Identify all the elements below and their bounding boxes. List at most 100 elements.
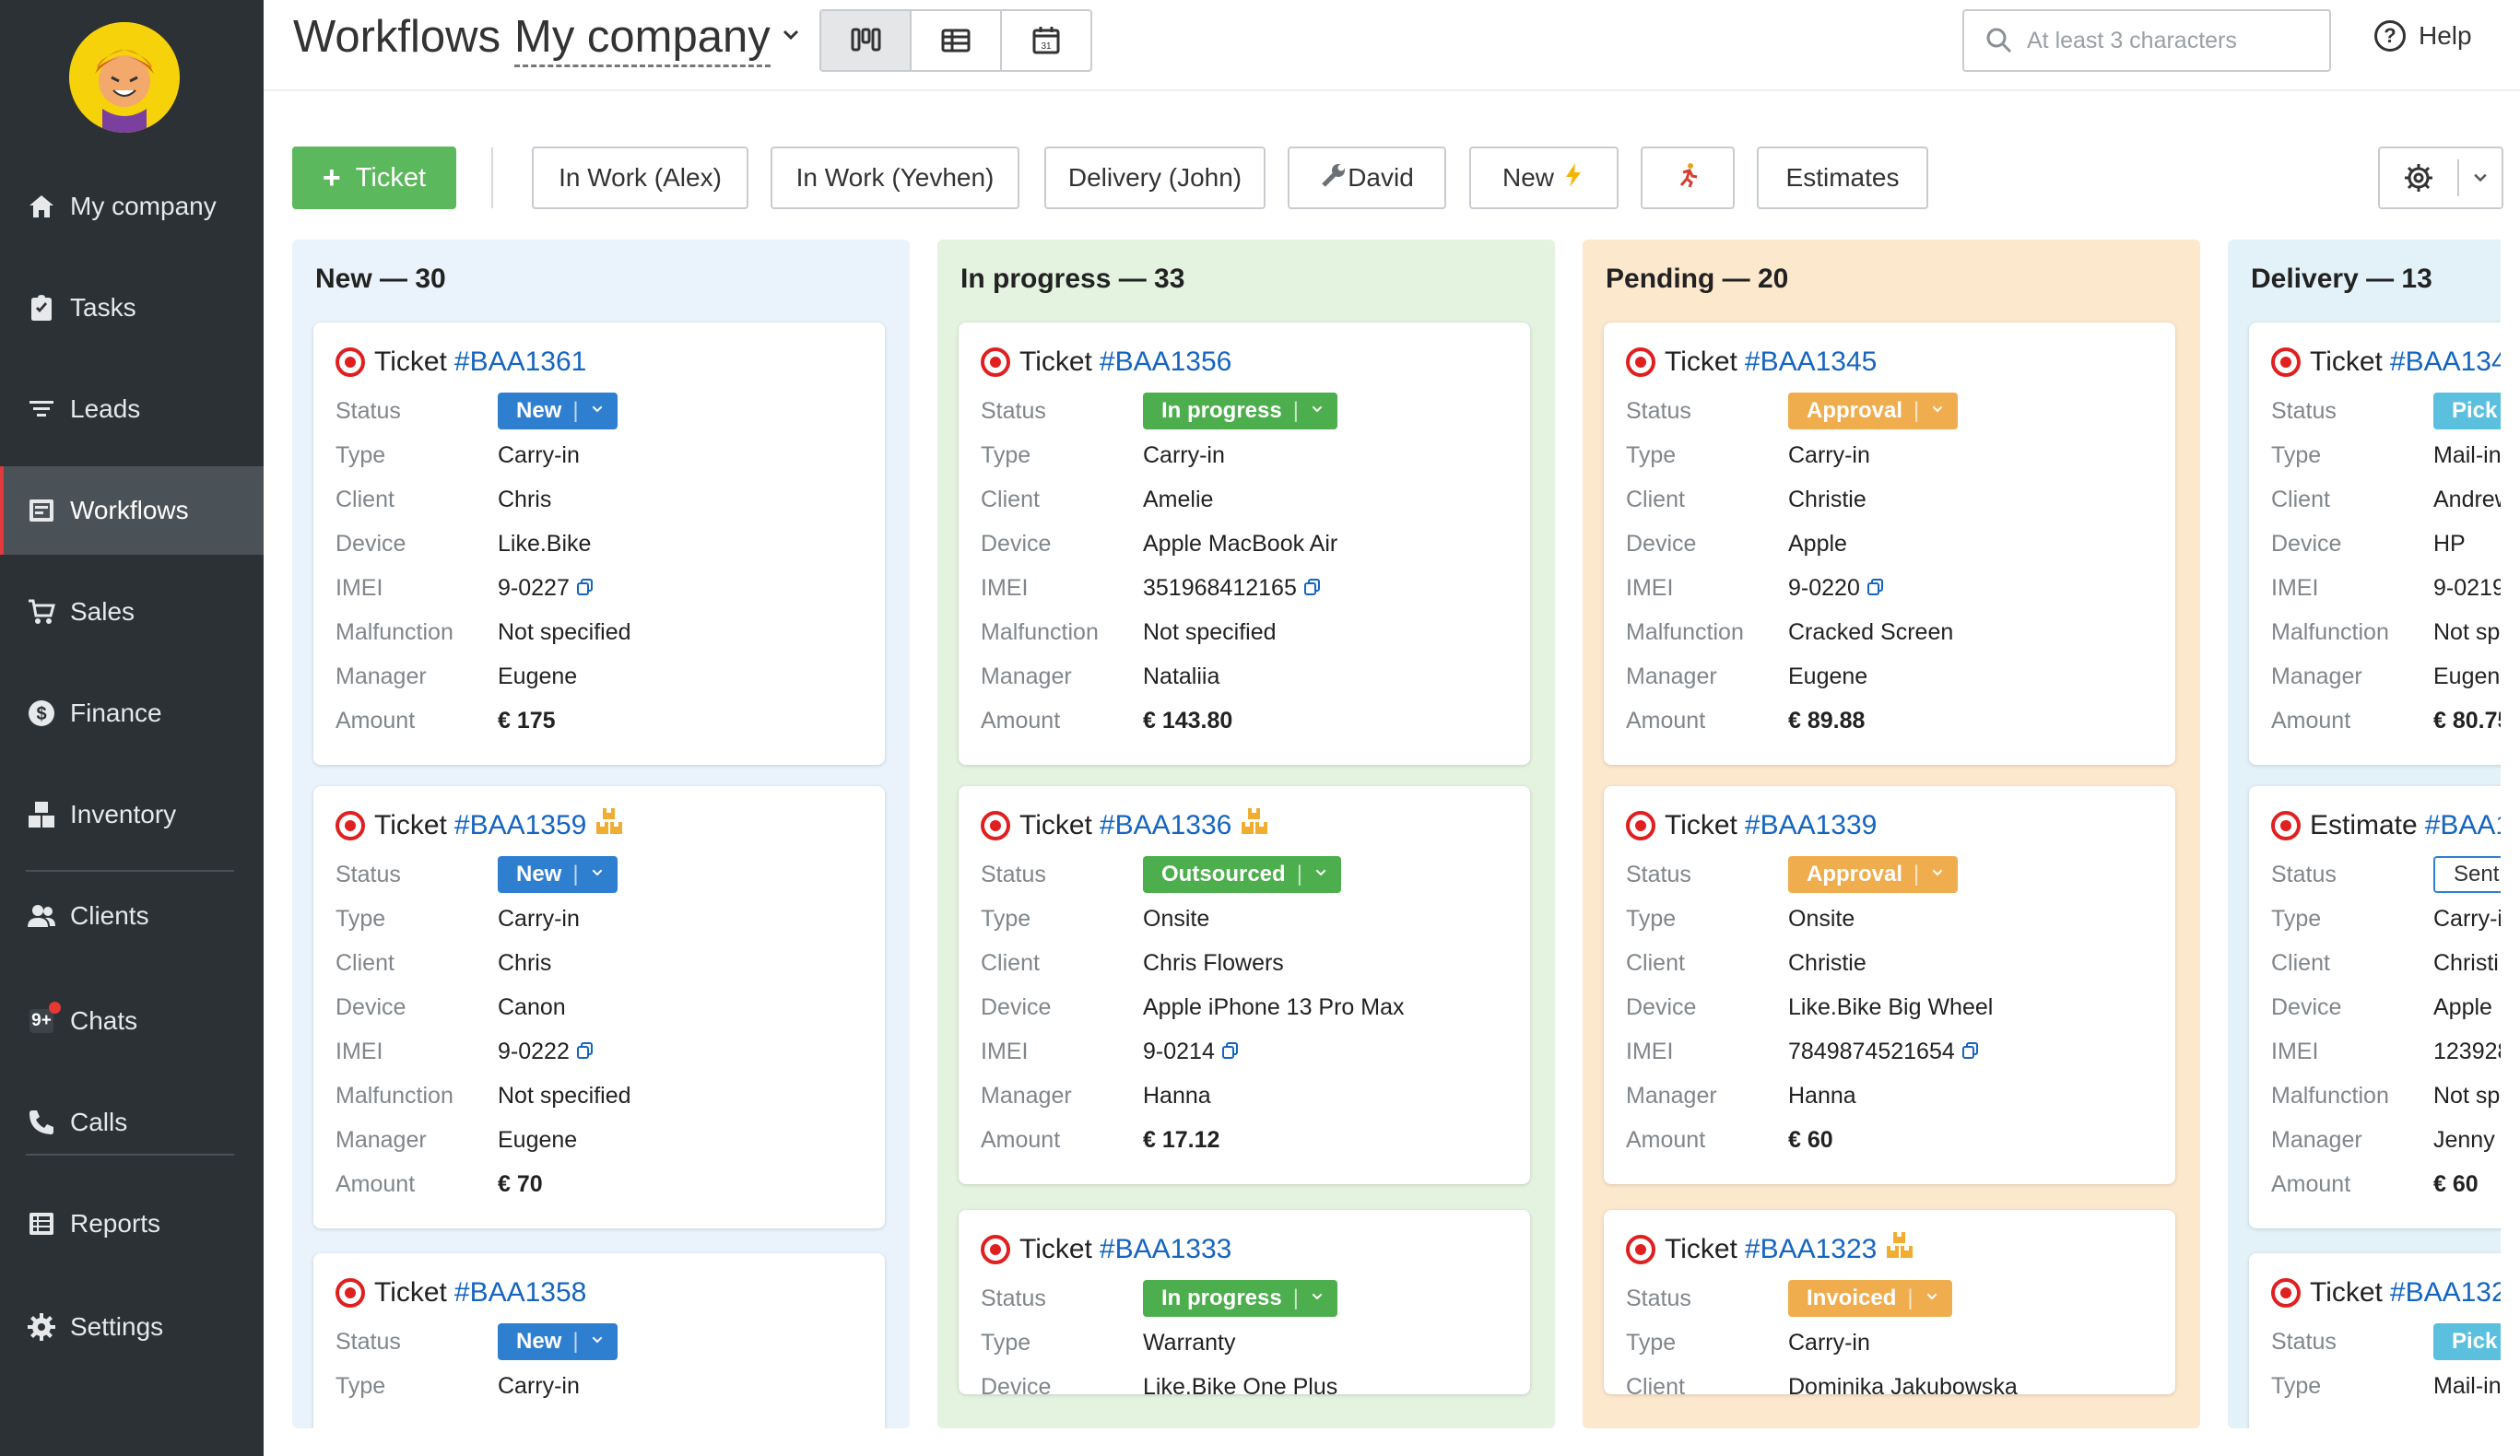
copy-icon[interactable] <box>570 575 594 602</box>
ticket-card[interactable]: Ticket #BAA1333 Status In progress | Type Warr… <box>959 1210 1530 1400</box>
field-label: Client <box>336 949 394 976</box>
ticket-id-link[interactable]: #BAA1361 <box>453 346 587 377</box>
filter-label: David <box>1348 163 1414 192</box>
ticket-card[interactable]: Ticket #BAA132 Status Pick Type Mail-in <box>2249 1253 2501 1428</box>
status-dropdown[interactable]: Approval | <box>1788 393 1959 429</box>
sidebar-item-settings[interactable]: Settings <box>0 1283 264 1371</box>
sidebar-item-leads[interactable]: Leads <box>0 365 264 453</box>
status-dropdown[interactable]: New | <box>498 1323 618 1360</box>
copy-icon[interactable] <box>570 1039 594 1065</box>
sidebar-item-reports[interactable]: Reports <box>0 1180 264 1268</box>
filter-in-work-yevhen-button[interactable]: In Work (Yevhen) <box>771 147 1019 209</box>
filter-new-button[interactable]: New <box>1469 147 1619 209</box>
chevron-down-icon <box>1310 1289 1325 1309</box>
field-label: Amount <box>981 1126 1061 1153</box>
chevron-down-icon[interactable] <box>780 24 802 46</box>
ticket-id-link[interactable]: #BAA1359 <box>453 810 587 840</box>
status-row: Status Outsourced | <box>981 852 1508 897</box>
amount-row: Amount € 143.80 <box>981 699 1508 743</box>
board-settings-button[interactable] <box>2378 147 2503 209</box>
sidebar-item-workflows[interactable]: Workflows <box>0 466 264 555</box>
copy-icon[interactable] <box>1215 1039 1239 1065</box>
status-dropdown[interactable]: Pick <box>2433 393 2501 429</box>
ticket-card[interactable]: Ticket #BAA1323 Status Invoiced | Type Carry-i… <box>1604 1210 2175 1400</box>
copy-icon[interactable] <box>1860 575 1884 602</box>
status-dropdown[interactable]: Sent <box>2433 856 2501 893</box>
amount-row: Amount € 60 <box>2271 1162 2501 1206</box>
ticket-card[interactable]: Ticket #BAA134 Status Pick Type Mail-in Client… <box>2249 323 2501 765</box>
sidebar-item-calls[interactable]: Calls <box>0 1078 264 1167</box>
ticket-id-link[interactable]: #BAA1336 <box>1099 810 1232 840</box>
ticket-id-link[interactable]: #BAA134 <box>2389 346 2501 377</box>
ticket-card[interactable]: Ticket #BAA1359 Status New | Type Carry-in Clie… <box>313 786 885 1228</box>
parts-boxes-icon <box>1231 806 1270 845</box>
status-dropdown[interactable]: Outsourced | <box>1143 856 1341 893</box>
filter-in-work-alex-button[interactable]: In Work (Alex) <box>532 147 748 209</box>
ticket-id-link[interactable]: #BAA132 <box>2389 1277 2501 1308</box>
sidebar-item-sales[interactable]: Sales <box>0 568 264 656</box>
sidebar-item-finance[interactable]: $ Finance <box>0 669 264 757</box>
amount-row: Amount € 80.75 <box>2271 699 2501 743</box>
type-value: Onsite <box>1143 905 1210 932</box>
sidebar-item-my-company[interactable]: My company <box>0 162 264 251</box>
card-kind: Ticket <box>1665 1234 1737 1264</box>
type-value: Carry-in <box>1788 441 1870 468</box>
help-button[interactable]: ? Help <box>2374 20 2472 52</box>
status-dropdown[interactable]: Approval | <box>1788 856 1959 893</box>
ticket-card[interactable]: Ticket #BAA1356 Status In progress | Type Carr… <box>959 323 1530 765</box>
status-dropdown[interactable]: Pick <box>2433 1323 2501 1360</box>
filter-delivery-john-button[interactable]: Delivery (John) <box>1044 147 1266 209</box>
ticket-id-link[interactable]: #BAA1 <box>2424 810 2501 840</box>
malfunction-row: Malfunction Not specified <box>981 610 1508 654</box>
company-logo-avatar[interactable] <box>69 22 180 133</box>
search-input[interactable] <box>2027 27 2322 54</box>
copy-icon[interactable] <box>1955 1039 1979 1065</box>
status-dropdown[interactable]: New | <box>498 393 618 429</box>
sidebar-item-inventory[interactable]: Inventory <box>0 770 264 859</box>
ticket-id-link[interactable]: #BAA1345 <box>1744 346 1878 377</box>
field-label: Client <box>2271 486 2330 512</box>
estimate-card[interactable]: Estimate#BAA1 Status Sent Type Carry-i Client… <box>2249 786 2501 1228</box>
status-dropdown[interactable]: In progress | <box>1143 393 1337 429</box>
manager-row: Manager Hanna <box>1626 1074 2153 1118</box>
kanban-view-button[interactable] <box>821 11 912 70</box>
table-view-button[interactable] <box>912 11 1002 70</box>
sidebar-item-tasks[interactable]: Tasks <box>0 264 264 352</box>
field-label: Status <box>336 1328 401 1355</box>
chat-icon: 9+ <box>26 1002 61 1037</box>
sidebar-item-chats[interactable]: 9+ Chats <box>0 977 264 1065</box>
field-label: Amount <box>981 707 1061 734</box>
field-label: Manager <box>336 1126 427 1153</box>
type-row: Type Carry-in <box>1626 433 2153 477</box>
status-dropdown[interactable]: New | <box>498 856 618 893</box>
ticket-id-link[interactable]: #BAA1323 <box>1744 1234 1878 1264</box>
ticket-id-link[interactable]: #BAA1333 <box>1099 1234 1232 1264</box>
ticket-id-link[interactable]: #BAA1339 <box>1744 810 1878 840</box>
target-icon <box>981 1235 1010 1264</box>
filter-estimates-button[interactable]: Estimates <box>1757 147 1928 209</box>
ticket-card[interactable]: Ticket #BAA1336 Status Outsourced | Type Onsit… <box>959 786 1530 1184</box>
ticket-id-link[interactable]: #BAA1356 <box>1099 346 1232 377</box>
device-row: Device Like.Bike <box>336 522 863 566</box>
filter-david-button[interactable]: David <box>1288 147 1446 209</box>
filter-runner-button[interactable] <box>1641 147 1735 209</box>
imei-row: IMEI 9-0214 <box>981 1029 1508 1074</box>
calendar-view-button[interactable]: 31 <box>1002 11 1090 70</box>
field-label: IMEI <box>1626 1038 1674 1064</box>
sidebar-item-clients[interactable]: Clients <box>0 872 264 960</box>
ticket-card[interactable]: Ticket #BAA1345 Status Approval | Type Carry-i… <box>1604 323 2175 765</box>
ticket-card[interactable]: Ticket #BAA1361 Status New | Type Carry-in Clie… <box>313 323 885 765</box>
column-title: Delivery — 13 <box>2251 264 2432 294</box>
ticket-card[interactable]: Ticket #BAA1339 Status Approval | Type Onsite C… <box>1604 786 2175 1184</box>
add-ticket-button[interactable]: + Ticket <box>292 147 456 209</box>
status-dropdown[interactable]: Invoiced | <box>1788 1280 1952 1317</box>
copy-icon[interactable] <box>1297 575 1321 602</box>
ticket-id-link[interactable]: #BAA1358 <box>453 1277 587 1308</box>
help-circle-icon: ? <box>2374 20 2406 52</box>
field-label: Type <box>981 1329 1031 1356</box>
company-select[interactable]: My company <box>514 11 771 67</box>
filter-label: Estimates <box>1785 163 1900 192</box>
field-label: Device <box>981 993 1052 1020</box>
status-dropdown[interactable]: In progress | <box>1143 1280 1337 1317</box>
ticket-card[interactable]: Ticket #BAA1358 Status New | Type Carry-in <box>313 1253 885 1428</box>
